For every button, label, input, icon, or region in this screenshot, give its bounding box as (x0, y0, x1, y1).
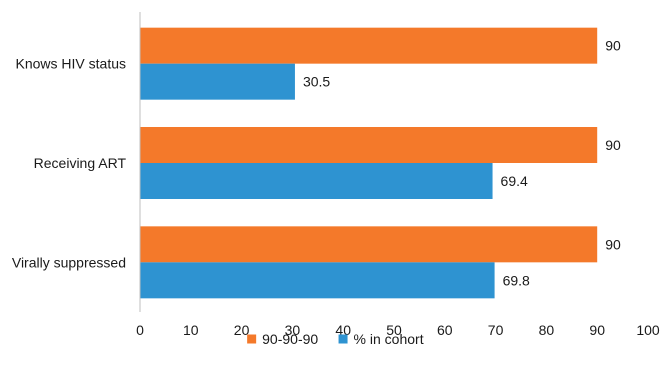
x-tick-label-40: 40 (335, 322, 351, 338)
x-tick-label-80: 80 (539, 322, 555, 338)
legend-label-0: 90-90-90 (262, 331, 318, 347)
x-tick-label-90: 90 (589, 322, 605, 338)
bar-target-1 (140, 127, 598, 163)
data-label-cohort-2: 69.8 (503, 272, 530, 288)
data-label-target-0: 90 (605, 38, 621, 54)
x-tick-label-50: 50 (386, 322, 402, 338)
bar-cohort-1 (140, 163, 493, 199)
bar-cohort-0 (140, 63, 295, 100)
data-label-cohort-0: 30.5 (303, 74, 330, 90)
x-tick-label-30: 30 (285, 322, 301, 338)
legend-swatch-0 (247, 334, 257, 344)
data-label-target-2: 90 (605, 236, 621, 252)
category-label-2: Virally suppressed (12, 254, 126, 270)
legend-swatch-1 (338, 334, 348, 344)
x-tick-label-100: 100 (636, 322, 660, 338)
bar-target-0 (140, 27, 598, 64)
legend-label-1: % in cohort (354, 331, 424, 347)
data-label-cohort-1: 69.4 (501, 173, 528, 189)
x-tick-label-10: 10 (183, 322, 199, 338)
x-tick-label-20: 20 (234, 322, 250, 338)
category-label-0: Knows HIV status (16, 56, 127, 72)
data-label-target-1: 90 (605, 137, 621, 153)
category-label-1: Receiving ART (34, 155, 127, 171)
x-tick-label-70: 70 (488, 322, 504, 338)
x-tick-label-0: 0 (136, 322, 144, 338)
bar-target-2 (140, 226, 598, 263)
x-tick-label-60: 60 (437, 322, 453, 338)
bar-cohort-2 (140, 262, 495, 299)
